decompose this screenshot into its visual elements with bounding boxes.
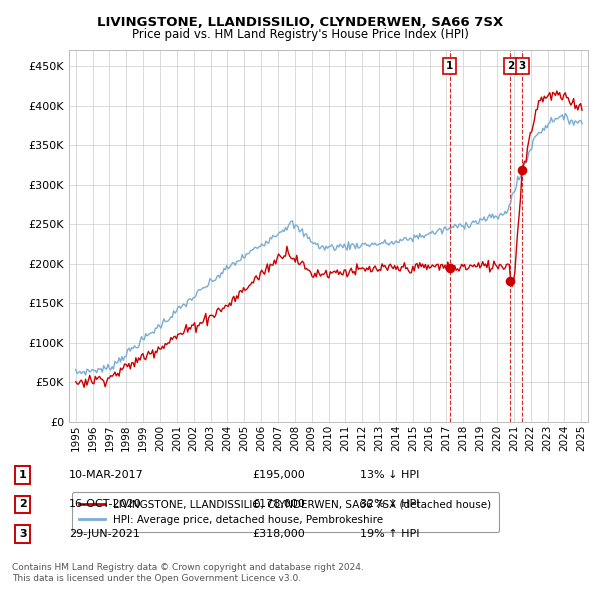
- Legend: LIVINGSTONE, LLANDISSILIO, CLYNDERWEN, SA66 7SX (detached house), HPI: Average p: LIVINGSTONE, LLANDISSILIO, CLYNDERWEN, S…: [71, 492, 499, 532]
- Text: £195,000: £195,000: [252, 470, 305, 480]
- Text: 2: 2: [19, 500, 26, 509]
- Text: Contains HM Land Registry data © Crown copyright and database right 2024.: Contains HM Land Registry data © Crown c…: [12, 563, 364, 572]
- Text: 19% ↑ HPI: 19% ↑ HPI: [360, 529, 419, 539]
- Text: 13% ↓ HPI: 13% ↓ HPI: [360, 470, 419, 480]
- Text: 1: 1: [19, 470, 26, 480]
- Point: [517, 166, 527, 175]
- Text: 1: 1: [446, 61, 453, 71]
- Text: £178,000: £178,000: [252, 500, 305, 509]
- Text: 3: 3: [518, 61, 526, 71]
- Text: 29-JUN-2021: 29-JUN-2021: [69, 529, 140, 539]
- Text: This data is licensed under the Open Government Licence v3.0.: This data is licensed under the Open Gov…: [12, 573, 301, 582]
- Point: [506, 276, 515, 286]
- Text: £318,000: £318,000: [252, 529, 305, 539]
- Text: 32% ↓ HPI: 32% ↓ HPI: [360, 500, 419, 509]
- Point: [445, 263, 454, 273]
- Text: 16-OCT-2020: 16-OCT-2020: [69, 500, 142, 509]
- Text: 2: 2: [506, 61, 514, 71]
- Text: 10-MAR-2017: 10-MAR-2017: [69, 470, 144, 480]
- Text: Price paid vs. HM Land Registry's House Price Index (HPI): Price paid vs. HM Land Registry's House …: [131, 28, 469, 41]
- Text: LIVINGSTONE, LLANDISSILIO, CLYNDERWEN, SA66 7SX: LIVINGSTONE, LLANDISSILIO, CLYNDERWEN, S…: [97, 16, 503, 29]
- Text: 3: 3: [19, 529, 26, 539]
